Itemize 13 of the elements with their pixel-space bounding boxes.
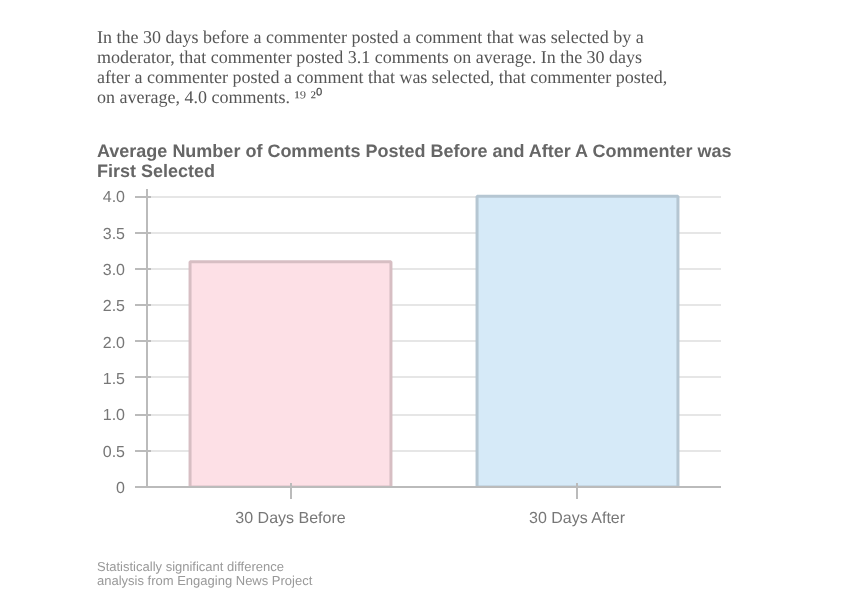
y-tick-label: 3.5 — [102, 224, 127, 243]
y-tick-label: 4.0 — [102, 188, 127, 207]
y-tick-label: 3.0 — [102, 260, 127, 279]
x-tick-label: 30 Days Before — [235, 509, 347, 527]
y-tick-label: 2.0 — [102, 333, 127, 352]
y-tick-label: 0.5 — [102, 442, 127, 461]
y-tick-label: 1.5 — [102, 369, 127, 388]
chart-title: Average Number of Comments Posted Before and After A Commenter was First Selected — [97, 141, 732, 181]
y-tick-label: 2.5 — [102, 297, 127, 316]
x-tick-label: 30 Days After — [529, 509, 626, 527]
y-tick-label: 1.0 — [102, 406, 127, 425]
chart-subtitle: In the 30 days before a commenter posted a comment that was selected by a moderator, that commenter posted 3.1 comments on average. In the 30 days after a commenter posted a comment that was selected, that commenter posted, on average, 4.0 comments. ¹⁹ ²⁰ — [97, 27, 668, 107]
y-tick-label: 0 — [116, 479, 127, 497]
